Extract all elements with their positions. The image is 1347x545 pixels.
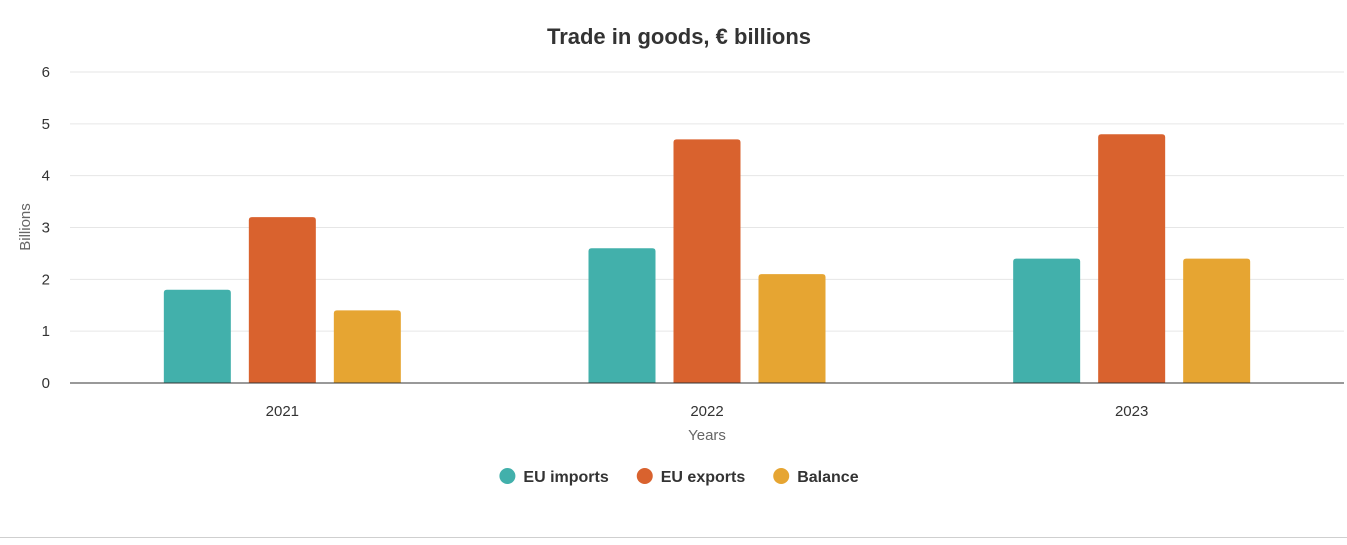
bar-eu-imports-2023[interactable] [1013, 258, 1081, 383]
y-tick-label: 0 [42, 375, 50, 392]
y-axis-title: Billions [17, 203, 34, 251]
y-tick-label: 4 [42, 168, 50, 185]
bar-balance-2022[interactable] [758, 274, 826, 383]
x-tick-label: 2022 [690, 403, 723, 420]
x-tick-label: 2021 [266, 403, 299, 420]
legend-item-eu-imports[interactable]: EU imports [499, 468, 609, 486]
x-axis-ticks: 2021 2022 2023 [266, 403, 1149, 420]
legend-item-balance[interactable]: Balance [773, 468, 859, 486]
bar-eu-imports-2022[interactable] [588, 248, 656, 383]
legend-label: EU exports [661, 469, 746, 486]
legend-marker [499, 468, 516, 484]
legend-label: EU imports [523, 469, 608, 486]
y-axis-ticks: 0 1 2 3 4 5 6 [42, 64, 50, 392]
y-tick-label: 6 [42, 64, 50, 81]
legend-label: Balance [797, 469, 858, 486]
y-tick-label: 5 [42, 116, 50, 133]
y-tick-label: 3 [42, 220, 50, 237]
bar-eu-imports-2021[interactable] [163, 289, 231, 383]
bar-balance-2021[interactable] [333, 310, 401, 383]
bar-eu-exports-2021[interactable] [248, 217, 316, 383]
x-tick-label: 2023 [1115, 403, 1148, 420]
bar-eu-exports-2023[interactable] [1098, 134, 1166, 383]
legend-marker [773, 468, 790, 484]
y-tick-label: 1 [42, 323, 50, 340]
bar-balance-2023[interactable] [1183, 258, 1251, 383]
y-tick-label: 2 [42, 271, 50, 288]
bar-eu-exports-2022[interactable] [673, 139, 741, 383]
legend: EU imports EU exports Balance [499, 468, 859, 486]
legend-marker [636, 468, 653, 484]
bars [163, 134, 1251, 383]
x-axis-title: Years [688, 427, 726, 444]
legend-item-eu-exports[interactable]: EU exports [636, 468, 746, 486]
bottom-divider [0, 537, 1347, 538]
chart-title: Trade in goods, € billions [547, 24, 811, 49]
